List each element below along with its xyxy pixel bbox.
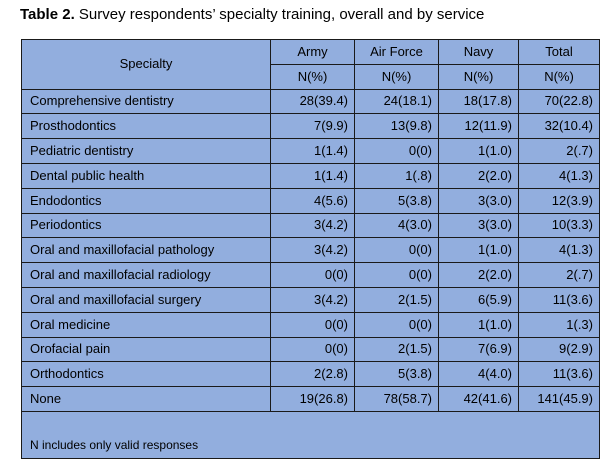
header-total: Total xyxy=(518,39,600,65)
header-navy: Navy xyxy=(438,39,519,65)
cell-specialty: Oral and maxillofacial radiology xyxy=(21,262,271,288)
table-caption-label: Table 2. xyxy=(20,6,75,23)
table-row: Endodontics 4(5.6) 5(3.8) 3(3.0) 12(3.9) xyxy=(21,187,600,214)
cell-specialty: Oral and maxillofacial surgery xyxy=(21,286,271,313)
cell-air-force: 5(3.8) xyxy=(354,187,439,214)
cell-navy: 3(3.0) xyxy=(438,212,519,239)
table-row: Orofacial pain 0(0) 2(1.5) 7(6.9) 9(2.9) xyxy=(21,336,600,363)
cell-specialty: Periodontics xyxy=(21,212,271,239)
table-row: Orthodontics 2(2.8) 5(3.8) 4(4.0) 11(3.6) xyxy=(21,361,600,388)
header-army: Army xyxy=(270,39,355,65)
table-row: Periodontics 3(4.2) 4(3.0) 3(3.0) 10(3.3) xyxy=(21,212,600,239)
cell-specialty: Comprehensive dentistry xyxy=(21,88,271,115)
cell-navy: 7(6.9) xyxy=(438,336,519,363)
cell-army: 7(9.9) xyxy=(270,113,355,140)
cell-total: 70(22.8) xyxy=(518,88,600,115)
cell-navy: 2(2.0) xyxy=(438,262,519,288)
table-row: Dental public health 1(1.4) 1(.8) 2(2.0) 4(1… xyxy=(21,162,600,189)
table-row: Oral medicine 0(0) 0(0) 1(1.0) 1(.3) xyxy=(21,311,600,338)
cell-specialty: Endodontics xyxy=(21,187,271,214)
cell-air-force: 1(.8) xyxy=(354,162,439,189)
table-row: Comprehensive dentistry 28(39.4) 24(18.1) 1… xyxy=(21,88,600,115)
cell-navy: 18(17.8) xyxy=(438,88,519,115)
table-row: Oral and maxillofacial radiology 0(0) 0(0)… xyxy=(21,262,600,288)
cell-air-force: 0(0) xyxy=(354,138,439,164)
cell-total: 32(10.4) xyxy=(518,113,600,140)
cell-air-force: 4(3.0) xyxy=(354,212,439,239)
header-row-units: N(%) N(%) N(%) N(%) xyxy=(22,63,600,90)
cell-total: 2(.7) xyxy=(518,138,600,164)
cell-total: 1(.3) xyxy=(518,311,600,338)
cell-navy: 42(41.6) xyxy=(438,386,519,412)
cell-total: 11(3.6) xyxy=(518,361,600,388)
table-row: None 19(26.8) 78(58.7) 42(41.6) 141(45.9) xyxy=(21,386,600,412)
cell-total: 9(2.9) xyxy=(518,336,600,363)
cell-total: 4(1.3) xyxy=(518,237,600,264)
cell-army: 0(0) xyxy=(270,336,355,363)
cell-air-force: 5(3.8) xyxy=(354,361,439,388)
table-body: Specialty Army Air Force Navy Total N(%)… xyxy=(21,39,600,459)
table-footnote: N includes only valid responses xyxy=(21,410,600,459)
cell-air-force: 0(0) xyxy=(354,237,439,264)
cell-navy: 12(11.9) xyxy=(438,113,519,140)
cell-army: 28(39.4) xyxy=(270,88,355,115)
cell-air-force: 2(1.5) xyxy=(354,286,439,313)
cell-navy: 4(4.0) xyxy=(438,361,519,388)
unit-army: N(%) xyxy=(270,63,355,90)
unit-navy: N(%) xyxy=(438,63,519,90)
cell-specialty: None xyxy=(21,386,271,412)
cell-army: 4(5.6) xyxy=(270,187,355,214)
cell-total: 141(45.9) xyxy=(518,386,600,412)
cell-total: 12(3.9) xyxy=(518,187,600,214)
cell-air-force: 24(18.1) xyxy=(354,88,439,115)
cell-total: 4(1.3) xyxy=(518,162,600,189)
cell-navy: 2(2.0) xyxy=(438,162,519,189)
cell-army: 3(4.2) xyxy=(270,286,355,313)
cell-air-force: 13(9.8) xyxy=(354,113,439,140)
table-row: Oral and maxillofacial pathology 3(4.2) 0(… xyxy=(21,237,600,264)
cell-army: 3(4.2) xyxy=(270,212,355,239)
cell-specialty: Oral medicine xyxy=(21,311,271,338)
cell-specialty: Prosthodontics xyxy=(21,113,271,140)
header-air-force: Air Force xyxy=(354,39,439,65)
cell-air-force: 78(58.7) xyxy=(354,386,439,412)
header-specialty: Specialty xyxy=(21,39,271,90)
cell-navy: 6(5.9) xyxy=(438,286,519,313)
cell-navy: 3(3.0) xyxy=(438,187,519,214)
cell-air-force: 0(0) xyxy=(354,262,439,288)
cell-total: 11(3.6) xyxy=(518,286,600,313)
cell-army: 2(2.8) xyxy=(270,361,355,388)
specialty-training-table: Specialty Army Air Force Navy Total N(%)… xyxy=(21,39,600,459)
unit-total: N(%) xyxy=(518,63,600,90)
table-row: Pediatric dentistry 1(1.4) 0(0) 1(1.0) 2(.7) xyxy=(21,138,600,164)
cell-specialty: Dental public health xyxy=(21,162,271,189)
table-caption: Table 2. Survey respondents’ specialty t… xyxy=(20,6,484,23)
cell-army: 0(0) xyxy=(270,311,355,338)
cell-navy: 1(1.0) xyxy=(438,311,519,338)
table-row: Oral and maxillofacial surgery 3(4.2) 2(1.… xyxy=(21,286,600,313)
cell-army: 3(4.2) xyxy=(270,237,355,264)
cell-army: 0(0) xyxy=(270,262,355,288)
cell-army: 19(26.8) xyxy=(270,386,355,412)
cell-navy: 1(1.0) xyxy=(438,237,519,264)
cell-specialty: Oral and maxillofacial pathology xyxy=(21,237,271,264)
cell-specialty: Orofacial pain xyxy=(21,336,271,363)
cell-navy: 1(1.0) xyxy=(438,138,519,164)
table-row: Prosthodontics 7(9.9) 13(9.8) 12(11.9) 32(10… xyxy=(21,113,600,140)
footnote-row: N includes only valid responses xyxy=(21,410,600,459)
cell-air-force: 0(0) xyxy=(354,311,439,338)
table-caption-text: Survey respondents’ specialty training, … xyxy=(74,6,485,23)
cell-army: 1(1.4) xyxy=(270,162,355,189)
header-row-services: Specialty Army Air Force Navy Total xyxy=(21,39,600,90)
cell-specialty: Orthodontics xyxy=(21,361,271,388)
cell-air-force: 2(1.5) xyxy=(354,336,439,363)
cell-army: 1(1.4) xyxy=(270,138,355,164)
cell-total: 2(.7) xyxy=(518,262,600,288)
cell-specialty: Pediatric dentistry xyxy=(21,138,271,164)
cell-total: 10(3.3) xyxy=(518,212,600,239)
unit-air-force: N(%) xyxy=(354,63,439,90)
